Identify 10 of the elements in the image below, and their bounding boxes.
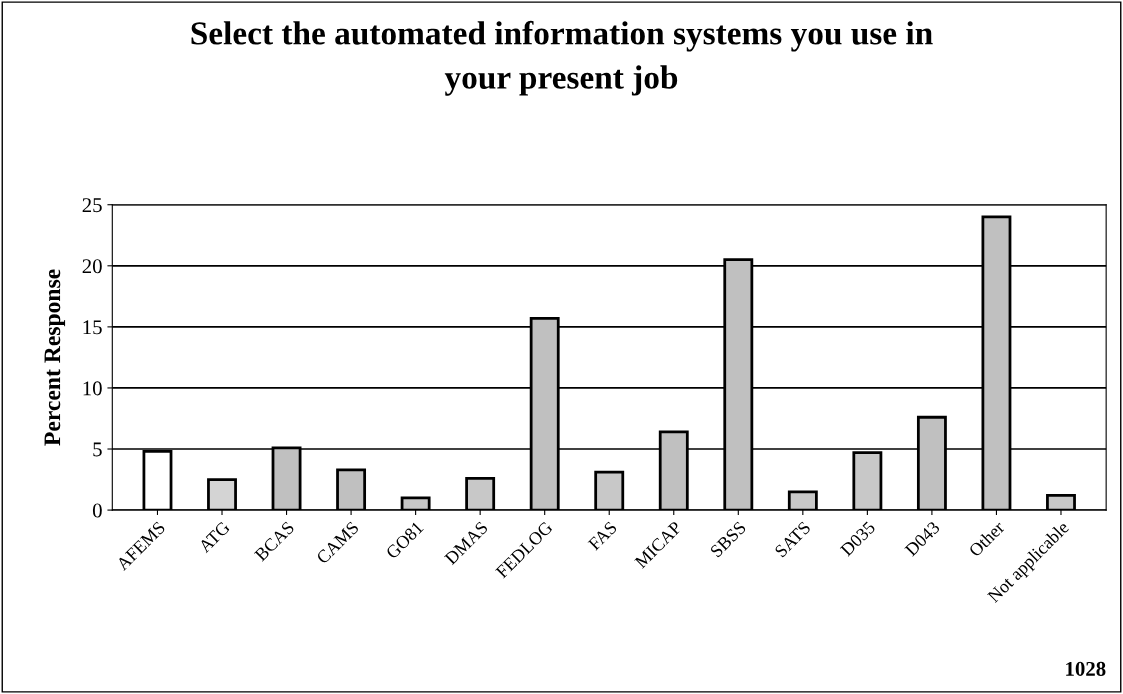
chart-title: Select the automated information systems you use in your present job [191,20,933,96]
y-tick-label: 5 [93,442,102,457]
x-tick-label: FAS [587,521,618,551]
text: 1028 [1066,661,1106,676]
y-tick-label: 15 [83,320,102,335]
y-axis-title: Percent Response [44,269,66,446]
y-tick-label: 20 [82,259,102,274]
y-tick-label: 10 [83,381,102,396]
y-tick-label: 25 [82,198,102,213]
y-tick-label: 0 [92,503,102,518]
